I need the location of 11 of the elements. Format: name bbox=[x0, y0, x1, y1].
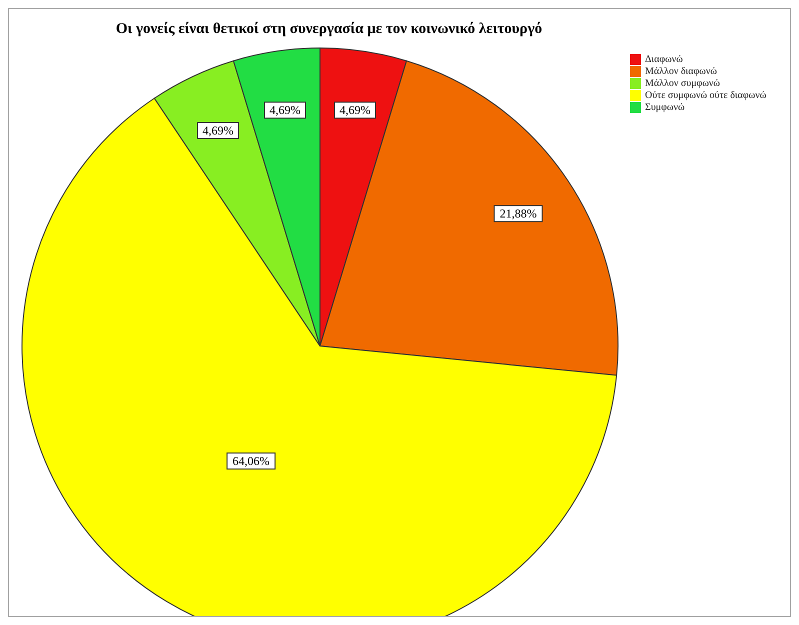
data-label: 4,69% bbox=[202, 124, 234, 138]
legend-label: Συμφωνώ bbox=[645, 102, 685, 113]
legend-label: Μάλλον διαφωνώ bbox=[645, 66, 717, 77]
data-label: 4,69% bbox=[270, 103, 301, 118]
legend-label: Ούτε συμφωνώ ούτε διαφωνώ bbox=[645, 90, 766, 101]
data-label: 4,69% bbox=[339, 103, 370, 118]
legend-label: Μάλλον συμφωνώ bbox=[645, 78, 720, 89]
data-label: 21,88% bbox=[500, 206, 537, 221]
chart-title: Οι γονείς είναι θετικοί στη συνεργασία με τον κοινωνικό λειτουργό bbox=[114, 21, 544, 38]
data-label: 64,06% bbox=[232, 454, 270, 468]
legend-label: Διαφωνώ bbox=[645, 54, 683, 65]
